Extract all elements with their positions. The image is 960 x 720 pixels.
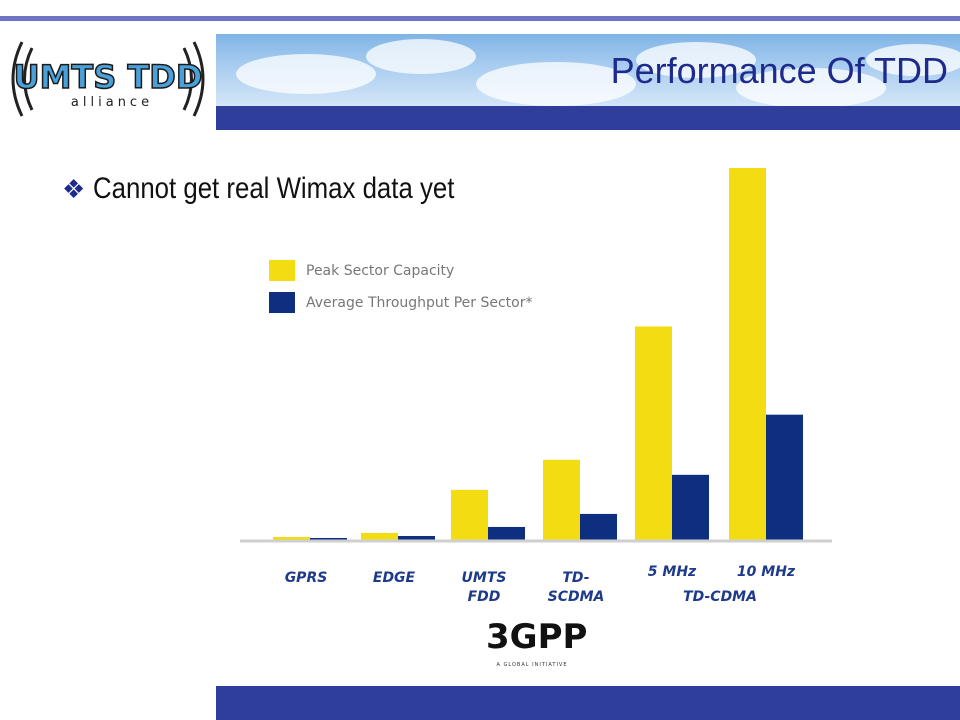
x-tick-label-6: 10 MHz	[737, 564, 796, 580]
umts-tdd-alliance-logo: UMTS TDD alliance	[11, 41, 205, 117]
bar-peak-2	[361, 532, 398, 541]
bar-average-1	[310, 537, 347, 541]
3gpp-logo-name: 3GPP	[486, 617, 587, 657]
3gpp-logo: 3GPP A GLOBAL INITIATIVE	[486, 617, 587, 668]
legend-swatch-2	[269, 292, 295, 313]
diamond-bullet-icon: ❖	[62, 174, 86, 204]
bar-average-3	[488, 526, 525, 541]
x-tick-label-4: TD-	[562, 570, 589, 586]
x-tick-label-5: 5 MHz	[648, 564, 697, 580]
bullet-point: ❖ Cannot get real Wimax data yet	[62, 172, 514, 206]
x-tick-label-3-line2: FDD	[468, 589, 501, 605]
bar-peak-4	[543, 459, 580, 541]
header-bar	[216, 106, 960, 130]
x-group-caption: TD-CDMA	[683, 589, 757, 605]
legend-swatch-1	[269, 260, 295, 281]
top-rule	[0, 16, 960, 21]
bar-average-4	[580, 513, 617, 541]
bar-chart: Peak Sector Capacity Average Throughput P…	[240, 168, 832, 605]
logo-name: UMTS TDD	[14, 58, 203, 96]
logo-subtitle: alliance	[71, 95, 153, 110]
bar-average-6	[766, 414, 803, 541]
bar-peak-5	[635, 326, 672, 541]
bar-peak-6	[729, 168, 766, 541]
bar-peak-1	[273, 536, 310, 541]
footer-bar	[216, 686, 960, 720]
legend-label-2: Average Throughput Per Sector*	[306, 295, 532, 311]
x-tick-label-4-line2: SCDMA	[548, 589, 605, 605]
bar-peak-3	[451, 489, 488, 541]
legend-label-1: Peak Sector Capacity	[306, 263, 454, 279]
x-tick-label-2: EDGE	[373, 570, 416, 586]
bar-average-2	[398, 535, 435, 541]
header-sky-banner	[216, 34, 960, 106]
x-tick-label-1: GPRS	[285, 570, 328, 586]
3gpp-logo-tagline: A GLOBAL INITIATIVE	[496, 662, 567, 668]
bullet-text: Cannot get real Wimax data yet	[93, 172, 455, 205]
bar-average-5	[672, 474, 709, 541]
slide-title: Performance Of TDD	[610, 50, 948, 91]
x-tick-label-3: UMTS	[462, 570, 507, 586]
